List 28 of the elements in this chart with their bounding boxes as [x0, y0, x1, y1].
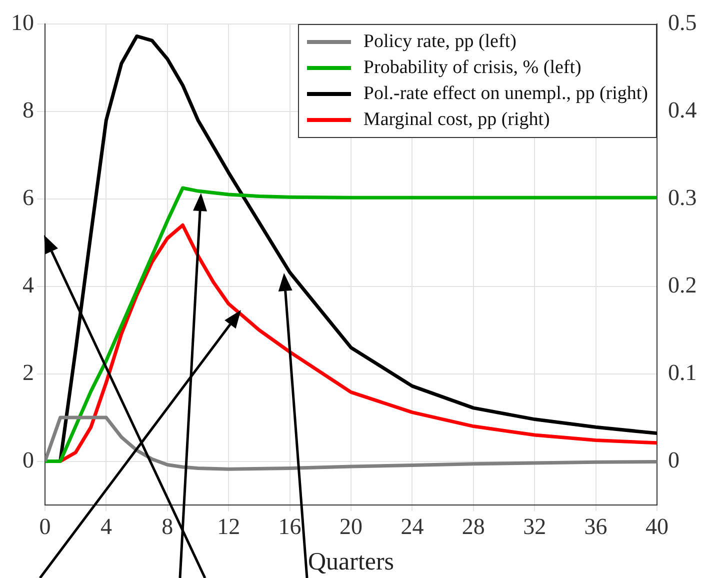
legend-label: Pol.-rate effect on unempl., pp (right) [363, 82, 648, 106]
y-tick-label: 0 [22, 447, 34, 472]
y2-tick-label: 0.1 [668, 360, 697, 385]
x-tick-label: 40 [646, 514, 668, 539]
legend-label: Policy rate, pp (left) [363, 30, 516, 54]
x-tick-label: 16 [278, 514, 302, 539]
y-tick-label: 4 [22, 272, 34, 298]
y-tick-label: 2 [22, 360, 34, 385]
x-tick-label: 24 [400, 514, 424, 539]
y2-tick-label: 0.5 [668, 10, 697, 36]
x-tick-label: 32 [523, 514, 546, 539]
legend-label: Marginal cost, pp (right) [363, 108, 550, 132]
y-tick-label: 8 [22, 98, 34, 122]
x-tick-label: 28 [462, 514, 485, 539]
x-tick-label: 0 [39, 514, 51, 539]
x-tick-label: 36 [584, 514, 608, 539]
y2-tick-label: 0.4 [668, 98, 698, 122]
x-tick-label: 4 [100, 514, 112, 539]
y-tick-label: 10 [11, 10, 34, 36]
x-tick-label: 20 [340, 514, 362, 539]
y-tick-label: 6 [22, 184, 34, 210]
y2-tick-label: 0 [668, 447, 680, 472]
x-axis-title: Quarters [308, 548, 394, 576]
y2-tick-label: 0.3 [668, 184, 697, 210]
x-tick-label: 8 [162, 514, 174, 539]
legend-label: Probability of crisis, % (left) [363, 56, 582, 80]
y2-tick-label: 0.2 [668, 272, 697, 298]
x-tick-label: 12 [217, 514, 240, 539]
